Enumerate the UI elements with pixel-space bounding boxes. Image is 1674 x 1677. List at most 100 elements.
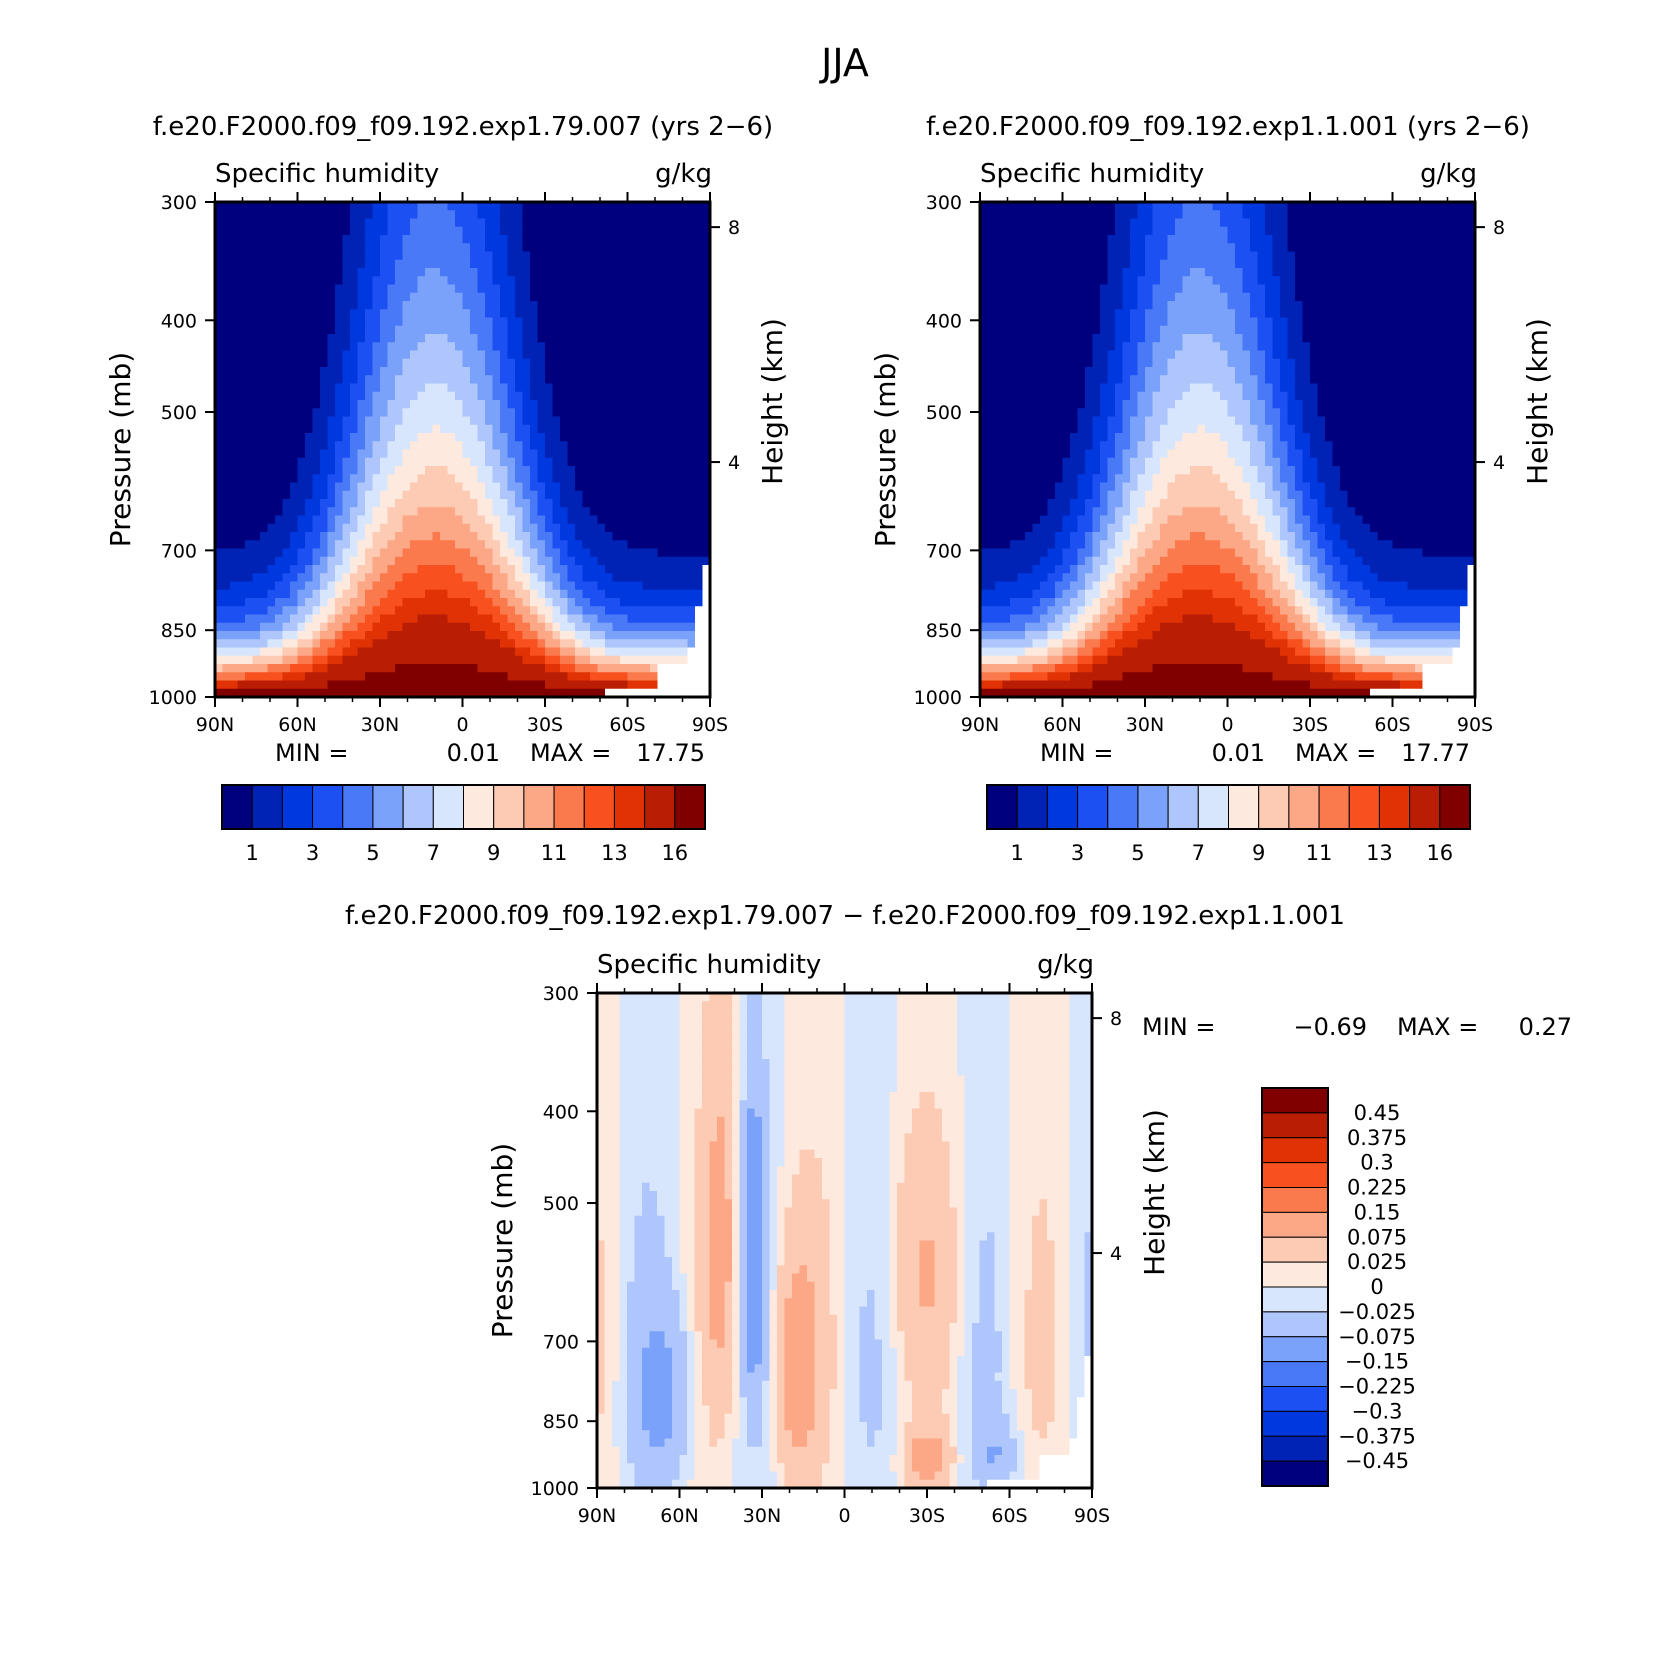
heatmap-cell: [1310, 309, 1318, 318]
heatmap-cell: [515, 598, 523, 607]
heatmap-cell: [1310, 210, 1318, 219]
heatmap-cell: [628, 549, 636, 558]
heatmap-cell: [290, 260, 298, 269]
heatmap-cell: [583, 582, 591, 591]
heatmap-cell: [635, 243, 643, 252]
heatmap-cell: [320, 351, 328, 360]
heatmap-cell: [298, 342, 306, 351]
heatmap-cell: [530, 549, 538, 558]
heatmap-cell: [223, 441, 231, 450]
heatmap-cell: [680, 507, 688, 516]
heatmap-cell: [575, 326, 583, 335]
heatmap-cell: [620, 227, 628, 236]
heatmap-cell: [493, 400, 501, 409]
heatmap-cell: [673, 318, 681, 327]
heatmap-cell: [1325, 293, 1333, 302]
heatmap-cell: [365, 425, 373, 434]
heatmap-cell: [230, 334, 238, 343]
heatmap-cell: [590, 417, 598, 426]
heatmap-cell: [305, 557, 313, 566]
heatmap-cell: [665, 631, 673, 640]
heatmap-cell: [463, 367, 471, 376]
heatmap-cell: [560, 590, 568, 599]
heatmap-cell: [298, 582, 306, 591]
heatmap-cell: [515, 474, 523, 483]
heatmap-cell: [245, 441, 253, 450]
heatmap-cell: [238, 276, 246, 285]
heatmap-cell: [1183, 276, 1191, 285]
heatmap-cell: [260, 474, 268, 483]
heatmap-cell: [440, 375, 448, 384]
heatmap-cell: [523, 260, 531, 269]
heatmap-cell: [223, 243, 231, 252]
heatmap-cell: [650, 491, 658, 500]
heatmap-cell: [560, 375, 568, 384]
heatmap-cell: [470, 425, 478, 434]
heatmap-cell: [365, 648, 373, 657]
heatmap-cell: [1295, 227, 1303, 236]
heatmap-cell: [305, 417, 313, 426]
heatmap-cell: [403, 417, 411, 426]
heatmap-cell: [605, 359, 613, 368]
heatmap-cell: [500, 252, 508, 261]
heatmap-cell: [230, 441, 238, 450]
heatmap-cell: [455, 573, 463, 582]
heatmap-cell: [500, 483, 508, 492]
heatmap-cell: [275, 466, 283, 475]
heatmap-cell: [635, 524, 643, 533]
heatmap-cell: [1078, 260, 1086, 269]
heatmap-cell: [365, 318, 373, 327]
heatmap-cell: [343, 474, 351, 483]
heatmap-cell: [343, 243, 351, 252]
heatmap-cell: [695, 309, 703, 318]
heatmap-cell: [635, 483, 643, 492]
heatmap-cell: [620, 656, 628, 665]
heatmap-cell: [545, 458, 553, 467]
heatmap-cell: [470, 474, 478, 483]
heatmap-cell: [455, 466, 463, 475]
heatmap-cell: [590, 664, 598, 673]
heatmap-cell: [508, 582, 516, 591]
heatmap-cell: [1273, 243, 1281, 252]
heatmap-cell: [673, 235, 681, 244]
heatmap-cell: [1175, 252, 1183, 261]
heatmap-cell: [410, 210, 418, 219]
heatmap-cell: [620, 433, 628, 442]
heatmap-cell: [275, 210, 283, 219]
heatmap-cell: [1220, 285, 1228, 294]
heatmap-cell: [313, 408, 321, 417]
heatmap-cell: [568, 466, 576, 475]
heatmap-cell: [1093, 235, 1101, 244]
heatmap-cell: [350, 260, 358, 269]
heatmap-cell: [1430, 219, 1438, 228]
heatmap-cell: [478, 532, 486, 541]
heatmap-cell: [1033, 252, 1041, 261]
heatmap-cell: [575, 516, 583, 525]
heatmap-cell: [515, 648, 523, 657]
heatmap-cell: [1378, 210, 1386, 219]
heatmap-cell: [335, 293, 343, 302]
heatmap-cell: [530, 672, 538, 681]
heatmap-cell: [350, 367, 358, 376]
heatmap-cell: [350, 243, 358, 252]
heatmap-cell: [1123, 293, 1131, 302]
heatmap-cell: [1025, 276, 1033, 285]
heatmap-cell: [1295, 210, 1303, 219]
heatmap-cell: [500, 417, 508, 426]
heatmap-cell: [245, 318, 253, 327]
heatmap-cell: [493, 648, 501, 657]
heatmap-cell: [545, 623, 553, 632]
heatmap-cell: [425, 318, 433, 327]
heatmap-cell: [290, 681, 298, 690]
heatmap-cell: [440, 681, 448, 690]
heatmap-cell: [373, 227, 381, 236]
heatmap-cell: [1048, 235, 1056, 244]
heatmap-cell: [1370, 260, 1378, 269]
heatmap-cell: [1108, 301, 1116, 310]
heatmap-cell: [568, 408, 576, 417]
heatmap-cell: [478, 598, 486, 607]
heatmap-cell: [485, 639, 493, 648]
heatmap-cell: [493, 293, 501, 302]
heatmap-cell: [695, 285, 703, 294]
heatmap-cell: [320, 524, 328, 533]
